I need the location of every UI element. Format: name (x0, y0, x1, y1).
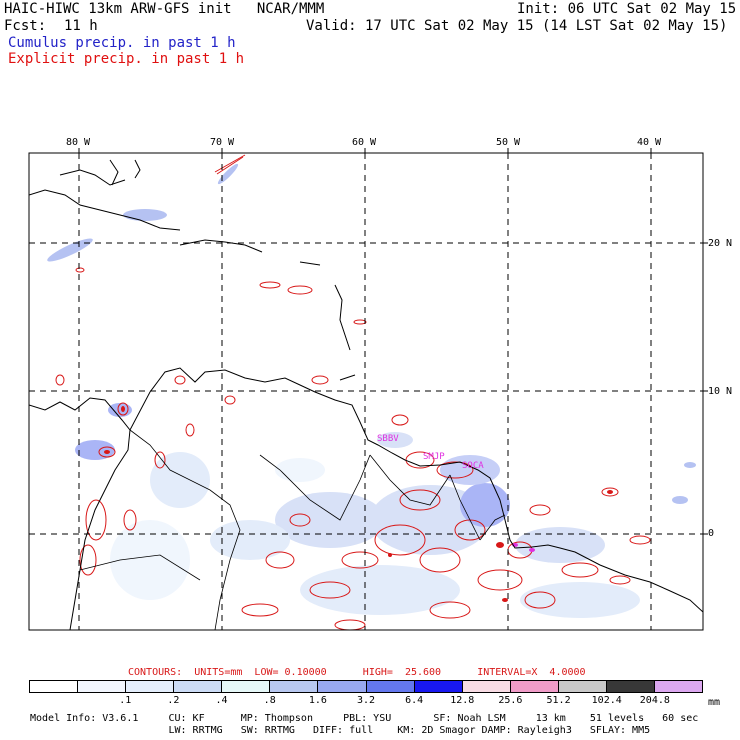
scale-cell (462, 681, 511, 692)
scale-cell (318, 681, 367, 692)
lon-label-60w: 60 W (352, 137, 377, 148)
station-smjp: SMJP (423, 452, 445, 462)
scale-cell (414, 681, 463, 692)
model-info-line2: LW: RRTMG SW: RRTMG DIFF: full KM: 2D Sm… (30, 725, 651, 736)
scale-cell (510, 681, 559, 692)
scale-cell (30, 681, 79, 692)
model-title: HAIC-HIWC 13km ARW-GFS init NCAR/MMM (4, 1, 325, 17)
scale-cell (558, 681, 607, 692)
scale-tick-label: 6.4 (405, 695, 424, 706)
station-sbbv: SBBV (377, 434, 399, 444)
field-explicit-label: Explicit precip. in past 1 h (8, 51, 245, 67)
station-soca: SOCA (462, 461, 484, 471)
lat-label-10n: 10 N (708, 386, 733, 397)
forecast-hour: 11 h (64, 18, 98, 34)
forecast-label: Fcst: (4, 18, 47, 34)
scale-tick-label: 204.8 (639, 695, 670, 706)
scale-tick-label: 1.6 (308, 695, 327, 706)
contour-info: CONTOURS: UNITS=mm LOW= 0.10000 HIGH= 25… (128, 667, 586, 678)
scale-tick-label: 25.6 (498, 695, 523, 706)
lat-lon-grid (29, 153, 703, 630)
scale-cell (126, 681, 175, 692)
scale-cell (222, 681, 271, 692)
cumulus-precip-shading (47, 163, 696, 618)
lon-label-40w: 40 W (637, 137, 662, 148)
scale-tick-label: .2 (167, 695, 180, 706)
lat-label-equator: 0 (708, 528, 715, 539)
map-frame (28, 152, 704, 631)
model-info-line1: Model Info: V3.6.1 CU: KF MP: Thompson P… (30, 713, 699, 724)
field-cumulus-label: Cumulus precip. in past 1 h (8, 35, 236, 51)
scale-tick-label: 51.2 (546, 695, 571, 706)
scale-cell (366, 681, 415, 692)
scale-cell (270, 681, 319, 692)
lat-label-20n: 20 N (708, 238, 733, 249)
color-scale-bar (29, 680, 703, 693)
explicit-precip-contours (55, 154, 651, 630)
scale-tick-label: 12.8 (450, 695, 475, 706)
lon-label-70w: 70 W (210, 137, 235, 148)
scale-tick-label: .8 (263, 695, 276, 706)
scale-cell (606, 681, 656, 692)
coastlines (29, 159, 703, 630)
init-time: Init: 06 UTC Sat 02 May 15 (517, 1, 737, 17)
country-borders (79, 429, 506, 630)
scale-unit: mm (708, 697, 721, 708)
lon-label-80w: 80 W (66, 137, 91, 148)
explicit-precip-cores (104, 406, 613, 602)
scale-cell (174, 681, 223, 692)
frame-ticks (78, 148, 708, 535)
scale-tick-label: 102.4 (591, 695, 622, 706)
scale-cell (78, 681, 127, 692)
valid-time: Valid: 17 UTC Sat 02 May 15 (14 LST Sat … (306, 18, 728, 34)
scale-tick-label: 3.2 (356, 695, 376, 706)
lon-label-50w: 50 W (496, 137, 521, 148)
scale-tick-label: .4 (215, 695, 228, 706)
scale-tick-label: .1 (119, 695, 132, 706)
scale-cell (655, 681, 703, 692)
